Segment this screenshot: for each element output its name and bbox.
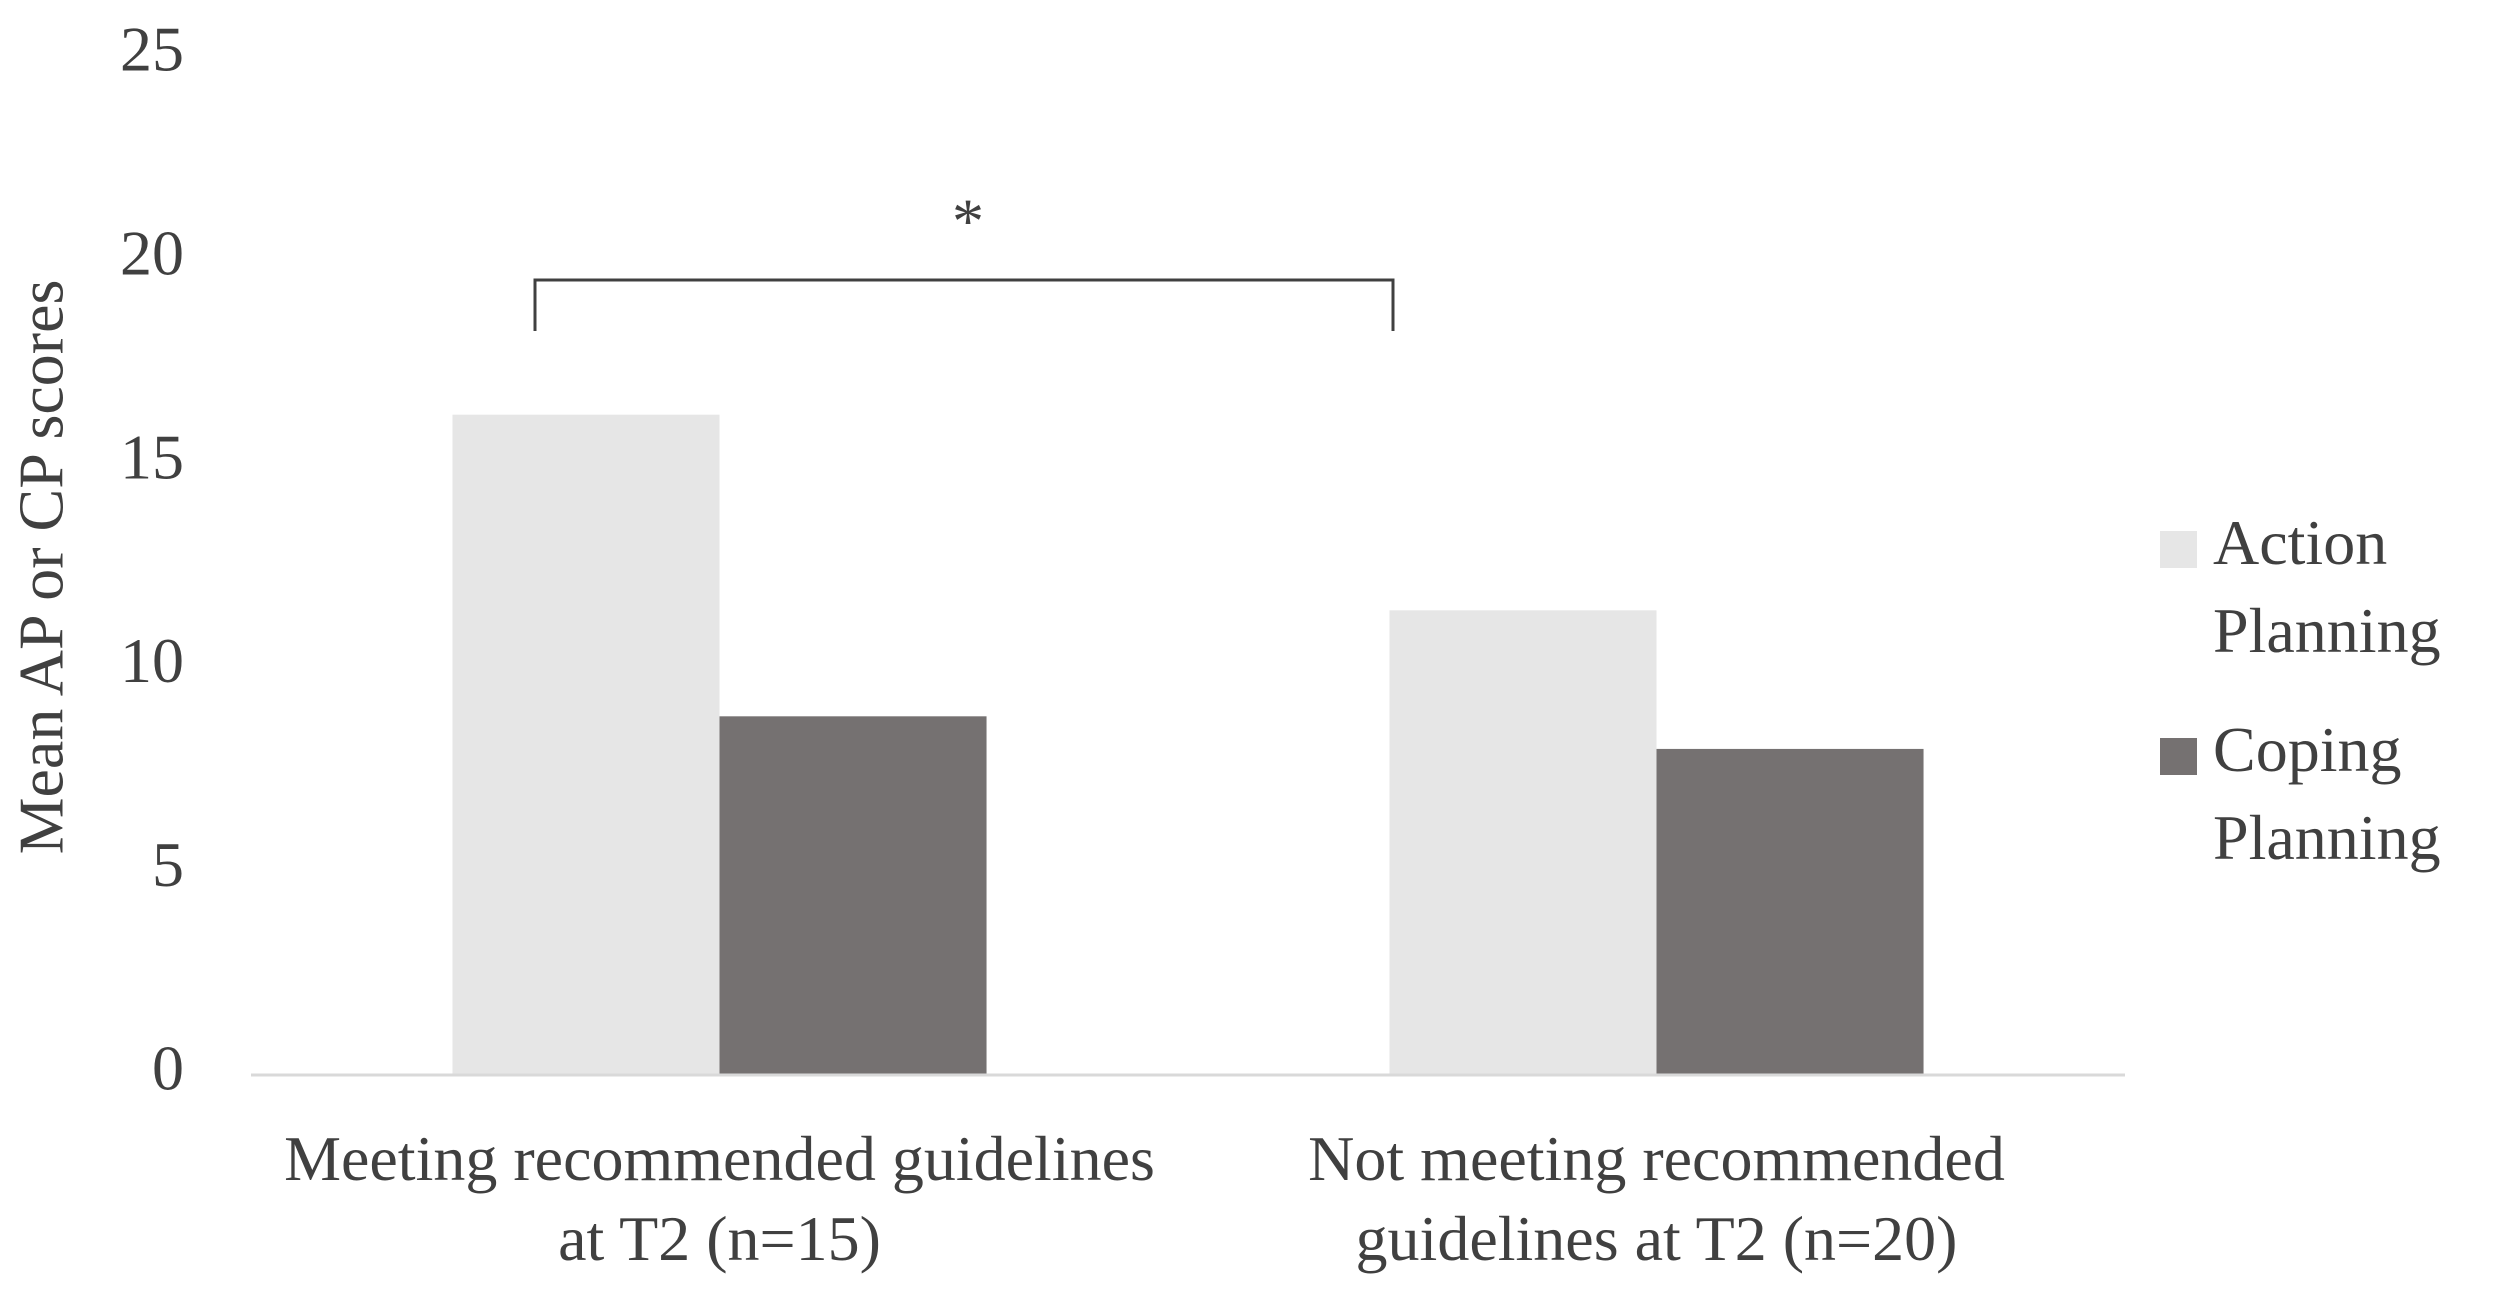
- bar: [719, 716, 987, 1075]
- significance-bracket: [533, 278, 1395, 331]
- y-tick-label: 25: [120, 14, 184, 85]
- legend-label-line: Action: [2213, 507, 2387, 578]
- legend-label-line: Planning: [2213, 595, 2441, 666]
- legend-label-line: Planning: [2213, 802, 2441, 873]
- legend-swatch: [2160, 738, 2197, 775]
- significance-annotation: *: [952, 186, 984, 257]
- x-tick-label: Not meeting recommended guidelines at T2 …: [1308, 1123, 2005, 1274]
- x-tick-label: Meeting recommended guidelines at T2 (n=1…: [284, 1123, 1155, 1274]
- bar: [1656, 748, 1924, 1075]
- y-axis-title: Mean AP or CP scores: [6, 280, 77, 855]
- y-tick-label: 15: [120, 421, 184, 492]
- x-tick-label-line: at T2 (n=15): [558, 1203, 881, 1274]
- legend-label: Action Planning: [2213, 507, 2441, 666]
- y-tick-label: 5: [152, 829, 184, 900]
- x-tick-label-line: Not meeting recommended: [1308, 1123, 2005, 1194]
- y-tick-label: 20: [120, 217, 184, 288]
- legend-swatch: [2160, 531, 2197, 568]
- x-tick-label-line: guidelines at T2 (n=20): [1356, 1203, 1958, 1274]
- legend-label-line: Coping: [2213, 714, 2401, 785]
- legend-label: Coping Planning: [2213, 714, 2441, 873]
- x-tick-label-line: Meeting recommended guidelines: [284, 1123, 1155, 1194]
- bar: [1389, 610, 1657, 1075]
- y-tick-label: 0: [152, 1033, 184, 1104]
- bar: [452, 414, 720, 1075]
- y-tick-label: 10: [120, 625, 184, 696]
